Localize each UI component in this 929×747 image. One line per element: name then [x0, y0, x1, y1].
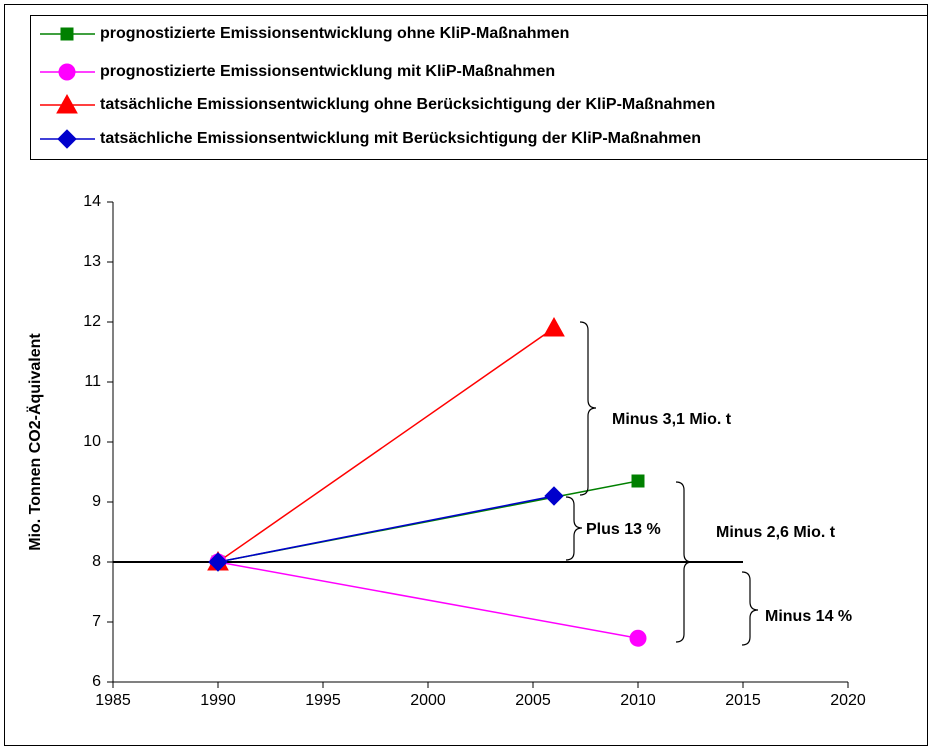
y-tick-label: 6: [92, 673, 101, 690]
y-tick-label: 14: [83, 193, 101, 210]
legend-marker: [58, 63, 76, 81]
point: [629, 629, 647, 647]
legend-box: [30, 15, 928, 160]
brace: [675, 481, 693, 643]
point: [544, 486, 564, 506]
point: [543, 316, 565, 337]
y-tick-label: 11: [84, 373, 101, 390]
legend-marker: [60, 27, 74, 41]
y-axis-label: Mio. Tonnen CO2-Äquivalent: [26, 333, 44, 551]
x-tick-label: 1985: [95, 692, 131, 709]
y-tick-label: 13: [83, 253, 101, 270]
x-tick-label: 1990: [200, 692, 236, 709]
series-line: [217, 561, 639, 639]
y-tick-label: 9: [92, 493, 101, 510]
x-tick-label: 1995: [305, 692, 341, 709]
legend-label: tatsächliche Emissionsentwicklung mit Be…: [100, 130, 701, 147]
series-line: [217, 495, 555, 563]
x-tick-label: 2005: [515, 692, 551, 709]
x-tick-label: 2010: [620, 692, 656, 709]
y-tick-label: 10: [83, 433, 101, 450]
brace: [565, 496, 583, 561]
series-line: [217, 327, 555, 563]
brace: [741, 571, 759, 646]
annotation: Minus 3,1 Mio. t: [612, 411, 732, 428]
legend-label: prognostizierte Emissionsentwicklung mit…: [100, 63, 555, 80]
legend-marker: [57, 129, 77, 149]
legend-marker: [56, 93, 78, 114]
x-tick-label: 2020: [830, 692, 866, 709]
x-tick-label: 2015: [725, 692, 761, 709]
annotation: Minus 14 %: [765, 608, 852, 625]
chart-border: [4, 4, 928, 746]
point: [208, 552, 228, 572]
annotation: Minus 2,6 Mio. t: [716, 524, 836, 541]
point: [631, 474, 645, 488]
brace: [579, 321, 597, 496]
legend-label: tatsächliche Emissionsentwicklung ohne B…: [100, 96, 715, 113]
y-tick-label: 12: [83, 313, 101, 330]
y-tick-label: 7: [92, 613, 101, 630]
legend-label: prognostizierte Emissionsentwicklung ohn…: [100, 25, 569, 42]
y-tick-label: 8: [92, 553, 101, 570]
annotation: Plus 13 %: [586, 521, 661, 538]
x-tick-label: 2000: [410, 692, 446, 709]
